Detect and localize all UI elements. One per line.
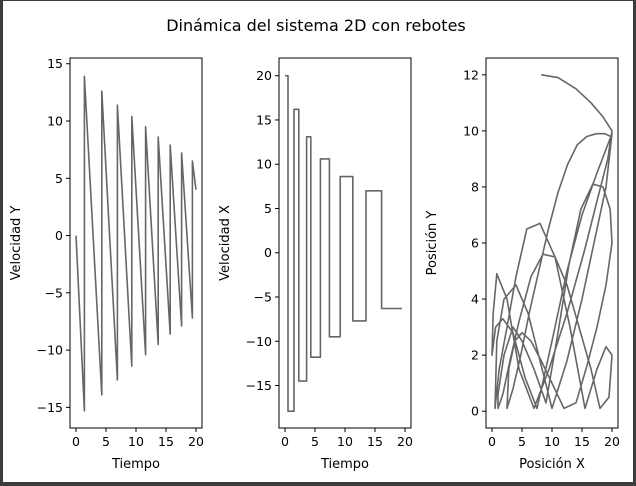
x-tick-label: 20 — [188, 434, 204, 449]
x-tick-label: 20 — [397, 434, 413, 449]
y-tick-label: 0 — [471, 404, 479, 419]
y-tick-label: 4 — [471, 292, 479, 307]
x-axis-label: Tiempo — [320, 457, 369, 472]
x-tick-label: 15 — [367, 434, 383, 449]
x-tick-label: 10 — [544, 434, 560, 449]
subplot-3: 0 5 10 15 20 0 2 4 6 8 10 12 Posición X Posición Y — [425, 57, 620, 472]
y-axis-label: Velocidad Y — [9, 206, 24, 281]
y-tick-label: −5 — [254, 289, 272, 304]
x-tick-label: 0 — [488, 434, 496, 449]
x-tick-label: 0 — [72, 434, 80, 449]
y-tick-label: 2 — [471, 348, 479, 363]
series-line-3-1 — [491, 74, 613, 410]
x-tick-label: 10 — [337, 434, 353, 449]
y-tick-label: −5 — [45, 285, 63, 300]
y-tick-label: 15 — [256, 112, 272, 127]
y-tick-label: 0 — [55, 228, 63, 243]
y-tick-label: 15 — [47, 56, 63, 71]
x-tick-label: 10 — [128, 434, 144, 449]
x-tick-label: 15 — [158, 434, 174, 449]
x-tick-label: 0 — [281, 434, 289, 449]
y-tick-label: 20 — [256, 68, 272, 83]
y-tick-label: 10 — [463, 123, 479, 138]
y-tick-label: 10 — [47, 114, 63, 129]
axes-frame-3 — [485, 57, 619, 429]
subplot-2: 0 5 10 15 20 −15 −10 −5 0 5 10 15 20 Tiempo Velocidad … — [218, 57, 413, 472]
x-axis-label: Posición X — [519, 457, 585, 472]
figure-title: Dinámica del sistema 2D con rebotes — [166, 16, 466, 35]
y-tick-label: −15 — [37, 400, 63, 415]
x-axis-label: Tiempo — [111, 457, 160, 472]
y-axis-label: Posición Y — [425, 211, 440, 276]
x-tick-label: 20 — [604, 434, 620, 449]
y-tick-label: 10 — [256, 157, 272, 172]
y-tick-label: 0 — [264, 245, 272, 260]
y-tick-label: −10 — [37, 343, 63, 358]
y-tick-label: 12 — [463, 67, 479, 82]
y-tick-label: 5 — [264, 201, 272, 216]
y-tick-label: 5 — [55, 171, 63, 186]
y-tick-label: 8 — [471, 179, 479, 194]
x-tick-label: 5 — [102, 434, 110, 449]
y-tick-label: 6 — [471, 236, 479, 251]
y-tick-label: −10 — [246, 334, 272, 349]
x-tick-label: 15 — [574, 434, 590, 449]
series-line-1-1 — [75, 75, 197, 412]
y-tick-label: −15 — [246, 378, 272, 393]
x-tick-label: 5 — [518, 434, 526, 449]
series-line-2-1 — [285, 74, 402, 413]
y-axis-label: Velocidad X — [218, 205, 233, 281]
x-tick-label: 5 — [311, 434, 319, 449]
subplot-1: 0 5 10 15 20 −15 −10 −5 0 5 10 15 Tiempo Velocidad Y — [9, 56, 204, 472]
